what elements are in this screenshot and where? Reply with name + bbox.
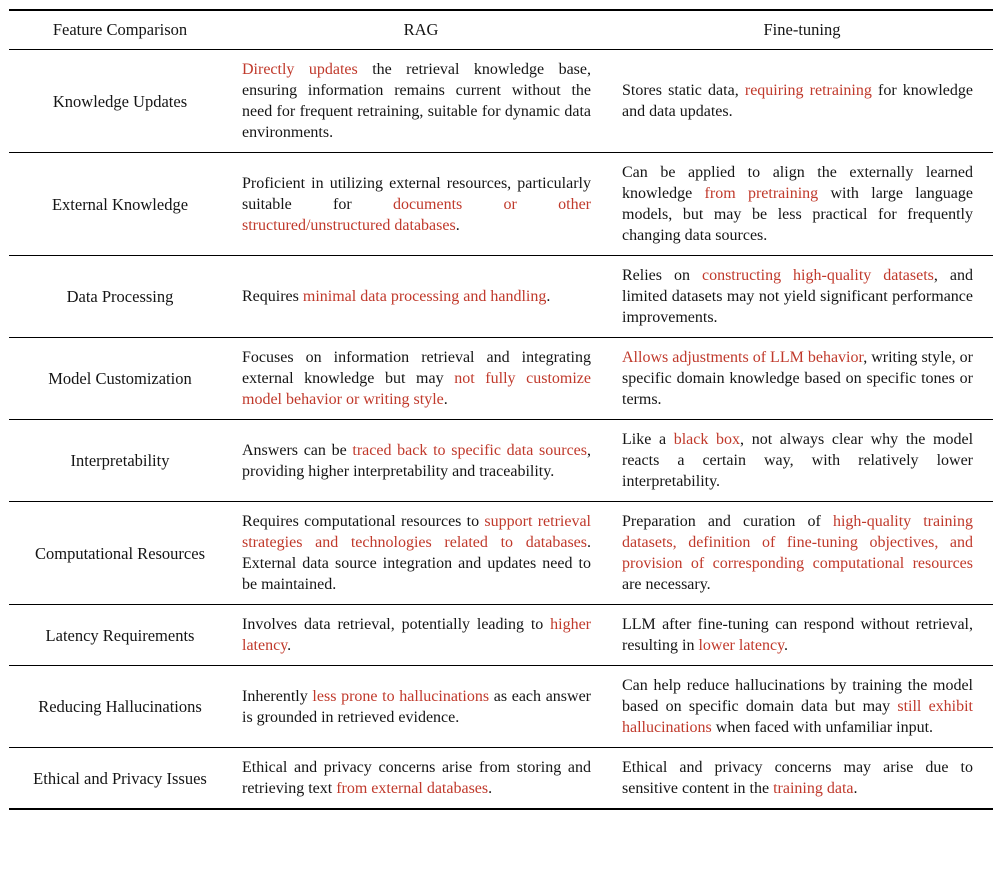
highlighted-text: from external databases bbox=[336, 780, 489, 797]
highlighted-text: support retrieval strategies and technol… bbox=[242, 513, 592, 551]
fine-tuning-description-cell: Allows adjustments of LLM behavior, writ… bbox=[611, 338, 993, 420]
table-row: Reducing Hallucinations Inherently less p… bbox=[9, 665, 993, 748]
feature-name-cell: Ethical and Privacy Issues bbox=[33, 768, 207, 788]
body-text: , writing style, or specific domain know… bbox=[622, 349, 974, 408]
highlighted-text: higher latency bbox=[242, 616, 591, 654]
body-text: Inherently bbox=[242, 687, 313, 705]
body-text: Preparation and curation of bbox=[622, 513, 833, 530]
highlighted-text: still exhibit hallucinations bbox=[622, 698, 974, 736]
rag-description-cell: Answers can be traced back to specific d… bbox=[231, 420, 611, 502]
feature-name-cell: Interpretability bbox=[70, 451, 170, 470]
highlighted-text: requiring retraining bbox=[744, 82, 872, 99]
highlighted-text: traced back to specific data sources bbox=[352, 441, 588, 459]
table-row: Computational Resources Requires computat… bbox=[9, 501, 993, 605]
feature-name-cell: Model Customization bbox=[48, 369, 192, 388]
highlighted-text: high-quality training datasets, definiti… bbox=[622, 513, 973, 572]
rag-description-cell: Requires minimal data processing and han… bbox=[231, 256, 611, 338]
rag-description-cell: Inherently less prone to hallucinations … bbox=[231, 666, 611, 748]
body-text: , providing higher interpretability and … bbox=[242, 441, 592, 480]
highlighted-text: black box bbox=[673, 431, 741, 448]
body-text: Focuses on information retrieval and int… bbox=[242, 349, 591, 387]
rag-description-cell: Requires computational resources to supp… bbox=[231, 502, 611, 605]
body-text: Like a bbox=[622, 431, 674, 448]
highlighted-text: documents or other structured/unstructur… bbox=[242, 195, 591, 234]
body-text: are necessary. bbox=[622, 576, 711, 593]
body-text: . bbox=[443, 391, 448, 408]
table-row: Data Processing Requires minimal data pro… bbox=[9, 255, 993, 338]
body-text: . bbox=[546, 288, 551, 305]
body-text: . bbox=[784, 637, 789, 654]
body-text: when faced with unfamiliar input. bbox=[711, 719, 934, 736]
highlighted-text: Directly updates bbox=[242, 61, 358, 78]
highlighted-text: from pretraining bbox=[704, 185, 819, 202]
feature-name-cell: External Knowledge bbox=[51, 194, 189, 214]
table-row: Latency Requirements Involves data retrie… bbox=[9, 604, 993, 666]
feature-comparison-table: Feature Comparison RAG Fine-tuning Knowl… bbox=[9, 9, 993, 810]
fine-tuning-description-cell: Preparation and curation of high-quality… bbox=[611, 502, 993, 605]
rag-description-cell: Involves data retrieval, potentially lea… bbox=[231, 605, 611, 666]
body-text: . bbox=[455, 216, 460, 234]
body-text: Requires bbox=[242, 288, 303, 305]
table-row: Interpretability Answers can be traced ba… bbox=[9, 419, 993, 502]
rag-description-cell: Ethical and privacy concerns arise from … bbox=[231, 748, 611, 810]
body-text: LLM after fine-tuning can respond withou… bbox=[622, 616, 973, 654]
fine-tuning-description-cell: Stores static data, requiring retraining… bbox=[611, 50, 993, 153]
body-text: Proficient in utilizing external resourc… bbox=[242, 174, 591, 213]
body-text: for knowledge and data updates. bbox=[622, 82, 974, 120]
rag-description-cell: Focuses on information retrieval and int… bbox=[231, 338, 611, 420]
body-text: . bbox=[853, 780, 858, 797]
feature-name-cell: Computational Resources bbox=[34, 543, 205, 563]
body-text: , not always clear why the model reacts … bbox=[622, 431, 974, 490]
table-header: Feature Comparison RAG Fine-tuning bbox=[9, 10, 993, 50]
feature-name-cell: Data Processing bbox=[66, 287, 174, 306]
body-text: . bbox=[488, 780, 493, 797]
col-header-feature-comparison: Feature Comparison bbox=[9, 10, 231, 50]
highlighted-text: minimal data processing and handling bbox=[302, 288, 547, 305]
body-text: Relies on bbox=[622, 267, 702, 284]
body-text: Stores static data, bbox=[622, 82, 745, 99]
feature-name-cell: Latency Requirements bbox=[45, 625, 195, 645]
rag-description-cell: Proficient in utilizing external resourc… bbox=[231, 153, 611, 256]
col-header-rag: RAG bbox=[231, 10, 611, 50]
body-text: the retrieval knowledge base, ensuring i… bbox=[242, 61, 592, 141]
highlighted-text: training data bbox=[773, 780, 854, 797]
fine-tuning-description-cell: Ethical and privacy concerns may arise d… bbox=[611, 748, 993, 810]
col-header-fine-tuning: Fine-tuning bbox=[611, 10, 993, 50]
highlighted-text: constructing high-quality datasets bbox=[701, 267, 934, 284]
body-text: Involves data retrieval, potentially lea… bbox=[242, 616, 551, 633]
highlighted-text: less prone to hallucinations bbox=[312, 687, 490, 705]
fine-tuning-description-cell: Relies on constructing high-quality data… bbox=[611, 256, 993, 338]
body-text: . External data source integration and u… bbox=[242, 534, 591, 593]
highlighted-text: not fully customize model behavior or wr… bbox=[242, 370, 591, 408]
body-text: Requires computational resources to bbox=[242, 513, 485, 530]
highlighted-text: Allows adjustments of LLM behavior bbox=[622, 349, 864, 366]
body-text: . bbox=[287, 637, 292, 654]
table-body: Knowledge Updates Directly updates the re… bbox=[9, 49, 993, 810]
body-text: with large language models, but may be l… bbox=[622, 185, 974, 244]
body-text: as each answer is grounded in retrieved … bbox=[242, 687, 592, 726]
feature-name-cell: Knowledge Updates bbox=[52, 91, 188, 111]
fine-tuning-description-cell: Like a black box, not always clear why t… bbox=[611, 420, 993, 502]
table-row: Model Customization Focuses on informatio… bbox=[9, 337, 993, 420]
fine-tuning-description-cell: LLM after fine-tuning can respond withou… bbox=[611, 605, 993, 666]
rag-description-cell: Directly updates the retrieval knowledge… bbox=[231, 50, 611, 153]
body-text: Ethical and privacy concerns may arise d… bbox=[622, 759, 973, 797]
table-row: Ethical and Privacy Issues Ethical and pr… bbox=[9, 747, 993, 810]
body-text: , and limited datasets may not yield sig… bbox=[622, 267, 973, 326]
fine-tuning-description-cell: Can be applied to align the externally l… bbox=[611, 153, 993, 256]
body-text: Can help reduce hallucinations by traini… bbox=[622, 677, 973, 715]
body-text: Ethical and privacy concerns arise from … bbox=[242, 759, 591, 797]
highlighted-text: lower latency bbox=[698, 637, 785, 654]
paper-table-container: Feature Comparison RAG Fine-tuning Knowl… bbox=[9, 9, 993, 810]
feature-name-cell: Reducing Hallucinations bbox=[38, 697, 202, 716]
body-text: Answers can be bbox=[242, 441, 353, 459]
body-text: Can be applied to align the externally l… bbox=[622, 164, 973, 202]
header-row: Feature Comparison RAG Fine-tuning bbox=[9, 10, 993, 50]
table-row: Knowledge Updates Directly updates the re… bbox=[9, 49, 993, 153]
table-row: External Knowledge Proficient in utilizin… bbox=[9, 152, 993, 256]
fine-tuning-description-cell: Can help reduce hallucinations by traini… bbox=[611, 666, 993, 748]
